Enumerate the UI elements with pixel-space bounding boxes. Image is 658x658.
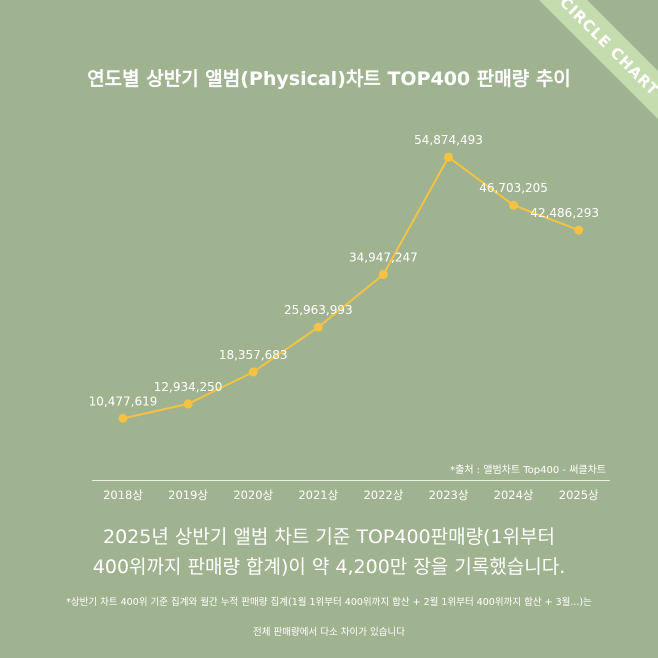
x-tick-label: 2019상 [168, 488, 208, 502]
x-tick-label: 2018상 [103, 488, 143, 502]
footnote-line-2: 전체 판매량에서 다소 차이가 있습니다 [253, 627, 405, 638]
x-axis-line [92, 480, 610, 481]
data-label: 46,703,205 [479, 181, 548, 195]
data-label: 25,963,993 [284, 303, 353, 317]
headline-line-1: 2025년 상반기 앨범 차트 기준 TOP400판매량(1위부터 [102, 526, 556, 548]
headline-line-2: 400위까지 판매량 합계)이 약 4,200만 장을 기록했습니다. [92, 556, 566, 578]
data-label: 42,486,293 [530, 206, 599, 220]
x-tick-label: 2020상 [233, 488, 273, 502]
source-note: *출처 : 앨범차트 Top400 - 써클차트 [450, 465, 606, 476]
x-tick-label: 2025상 [559, 488, 599, 502]
series-line [122, 155, 580, 420]
data-label: 10,477,619 [89, 394, 158, 408]
data-label: 54,874,493 [414, 133, 483, 147]
data-point [574, 225, 584, 235]
data-point [509, 200, 519, 210]
x-tick-label: 2021상 [298, 488, 338, 502]
data-point [183, 399, 193, 409]
data-point [444, 152, 453, 162]
x-tick-label: 2024상 [494, 488, 534, 502]
data-point [378, 269, 388, 279]
data-point [248, 367, 258, 377]
x-tick-label: 2023상 [429, 488, 469, 502]
data-point [118, 413, 128, 423]
chart-title: 연도별 상반기 앨범(Physical)차트 TOP400 판매량 추이 [87, 68, 571, 90]
headline: 2025년 상반기 앨범 차트 기준 TOP400판매량(1위부터 400위까지… [0, 522, 658, 582]
data-label: 18,357,683 [219, 348, 288, 362]
data-label: 34,947,247 [349, 250, 418, 264]
data-label: 12,934,250 [154, 380, 223, 394]
x-tick-label: 2022상 [363, 488, 403, 502]
footnote-line-1: *상반기 차트 400위 기준 집계와 월간 누적 판매량 집계(1월 1위부터… [66, 597, 592, 608]
data-point [313, 322, 323, 332]
